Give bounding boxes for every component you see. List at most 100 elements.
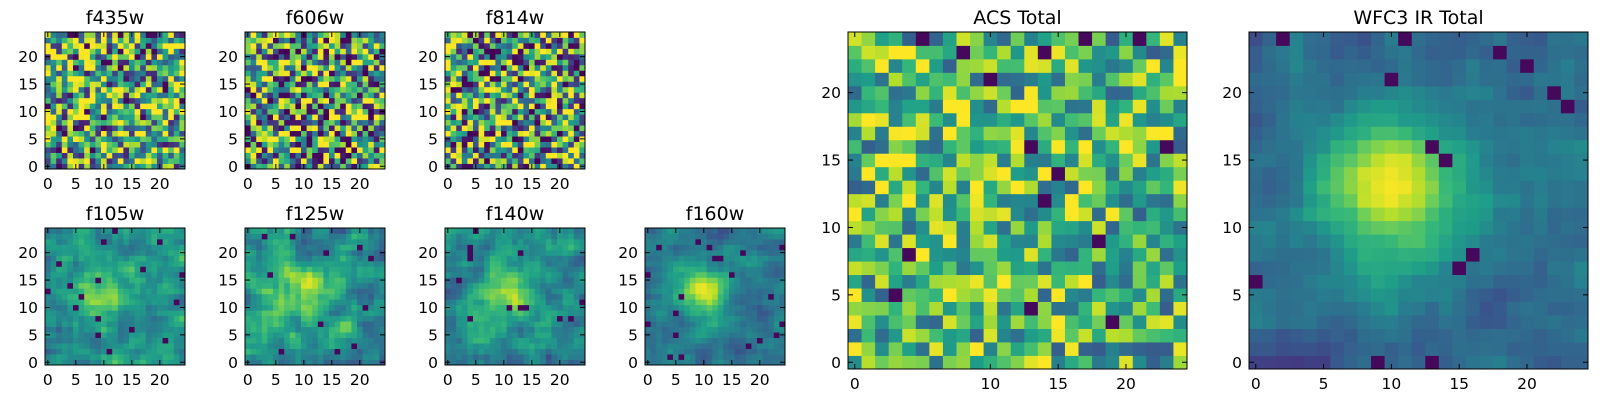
heatmap-cell — [489, 158, 496, 164]
heatmap-cell — [112, 64, 119, 71]
heatmap-cell — [762, 266, 769, 273]
heatmap-cell — [751, 271, 758, 278]
heatmap-cell — [323, 108, 330, 115]
heatmap-cell — [1078, 166, 1093, 181]
heatmap-cell — [661, 348, 668, 355]
heatmap-cell — [134, 152, 141, 159]
heatmap-cell — [334, 238, 341, 245]
heatmap-cell — [56, 114, 63, 121]
heatmap-cell — [362, 288, 369, 295]
heatmap-cell — [67, 315, 74, 322]
heatmap-cell — [379, 125, 386, 132]
heatmap-cell — [123, 228, 130, 234]
heatmap-cell — [317, 233, 324, 240]
heatmap-cell — [712, 266, 719, 273]
heatmap-cell — [245, 114, 251, 121]
heatmap-cell — [101, 337, 107, 344]
heatmap-cell — [673, 260, 679, 267]
heatmap-cell — [273, 86, 279, 93]
heatmap-cell — [289, 282, 296, 289]
heatmap-cell — [489, 260, 496, 267]
heatmap-cell — [501, 249, 507, 256]
heatmap-cell — [112, 75, 119, 82]
heatmap-cell — [551, 92, 558, 99]
heatmap-cell — [573, 288, 580, 295]
heatmap-cell — [757, 244, 763, 251]
heatmap-cell — [512, 238, 519, 245]
heatmap-cell — [273, 266, 279, 273]
heatmap-cell — [340, 75, 347, 82]
heatmap-cell — [545, 114, 552, 121]
heatmap-cell — [368, 321, 375, 328]
heatmap-cell — [261, 310, 268, 317]
heatmap-cell — [678, 321, 685, 328]
heatmap-cell — [712, 277, 719, 284]
heatmap-cell — [489, 141, 496, 148]
heatmap-cell — [545, 48, 552, 55]
heatmap-cell — [261, 136, 268, 142]
heatmap-cell — [861, 301, 876, 316]
heatmap-cell — [101, 37, 107, 44]
heatmap-cell — [301, 70, 307, 77]
heatmap-cell — [534, 70, 541, 77]
heatmap-cell — [312, 152, 319, 159]
heatmap-cell — [256, 97, 263, 104]
heatmap-cell — [942, 234, 957, 249]
heatmap-cell — [261, 64, 268, 71]
heatmap-cell — [540, 42, 547, 49]
x-tick-label: 15 — [522, 175, 542, 193]
heatmap-cell — [306, 326, 313, 333]
heatmap-cell — [1146, 247, 1161, 262]
heatmap-cell — [357, 277, 363, 284]
heatmap-cell — [557, 348, 563, 355]
heatmap-cell — [545, 266, 552, 273]
heatmap-cell — [351, 147, 358, 153]
heatmap-cell — [751, 293, 758, 300]
heatmap-cell — [284, 271, 291, 278]
heatmap-cell — [773, 233, 780, 240]
heatmap-cell — [151, 81, 158, 88]
heatmap-cell — [245, 42, 251, 49]
heatmap-cell — [456, 97, 463, 104]
heatmap-cell — [284, 119, 291, 126]
heatmap-cell — [751, 238, 758, 245]
heatmap-cell — [145, 59, 152, 66]
heatmap-cell — [473, 321, 479, 328]
heatmap-cell — [495, 163, 502, 170]
heatmap-cell — [362, 238, 369, 245]
heatmap-cell — [151, 163, 158, 170]
heatmap-cell — [473, 37, 479, 44]
heatmap-cell — [478, 310, 485, 317]
heatmap-cell — [534, 92, 541, 99]
heatmap-cell — [250, 255, 257, 262]
heatmap-cell — [562, 277, 569, 284]
heatmap-cell — [368, 163, 375, 170]
heatmap-cell — [245, 86, 251, 93]
heatmap-cell — [678, 310, 685, 317]
heatmap-cell — [717, 337, 724, 344]
heatmap-cell — [523, 97, 530, 104]
heatmap-cell — [362, 299, 369, 306]
heatmap-cell — [278, 299, 285, 306]
heatmap-cell — [506, 114, 513, 121]
heatmap-cell — [568, 86, 575, 93]
heatmap-cell — [645, 288, 651, 295]
heatmap-cell — [151, 288, 158, 295]
heatmap-cell — [95, 141, 102, 148]
heatmap-cell — [478, 288, 485, 295]
heatmap-cell — [540, 152, 547, 159]
heatmap-cell — [740, 354, 747, 360]
heatmap-cell — [568, 64, 575, 71]
heatmap-cell — [261, 266, 268, 273]
heatmap-cell — [129, 266, 135, 273]
heatmap-cell — [373, 266, 380, 273]
heatmap-cell — [456, 343, 463, 349]
heatmap-cell — [970, 328, 984, 343]
heatmap-cell — [278, 233, 285, 240]
x-tick-label: 20 — [750, 371, 770, 389]
heatmap-cell — [312, 59, 319, 66]
heatmap-cell — [573, 86, 580, 93]
heatmap-cell — [512, 326, 519, 333]
heatmap-cell — [50, 326, 57, 333]
heatmap-cell — [523, 255, 530, 262]
